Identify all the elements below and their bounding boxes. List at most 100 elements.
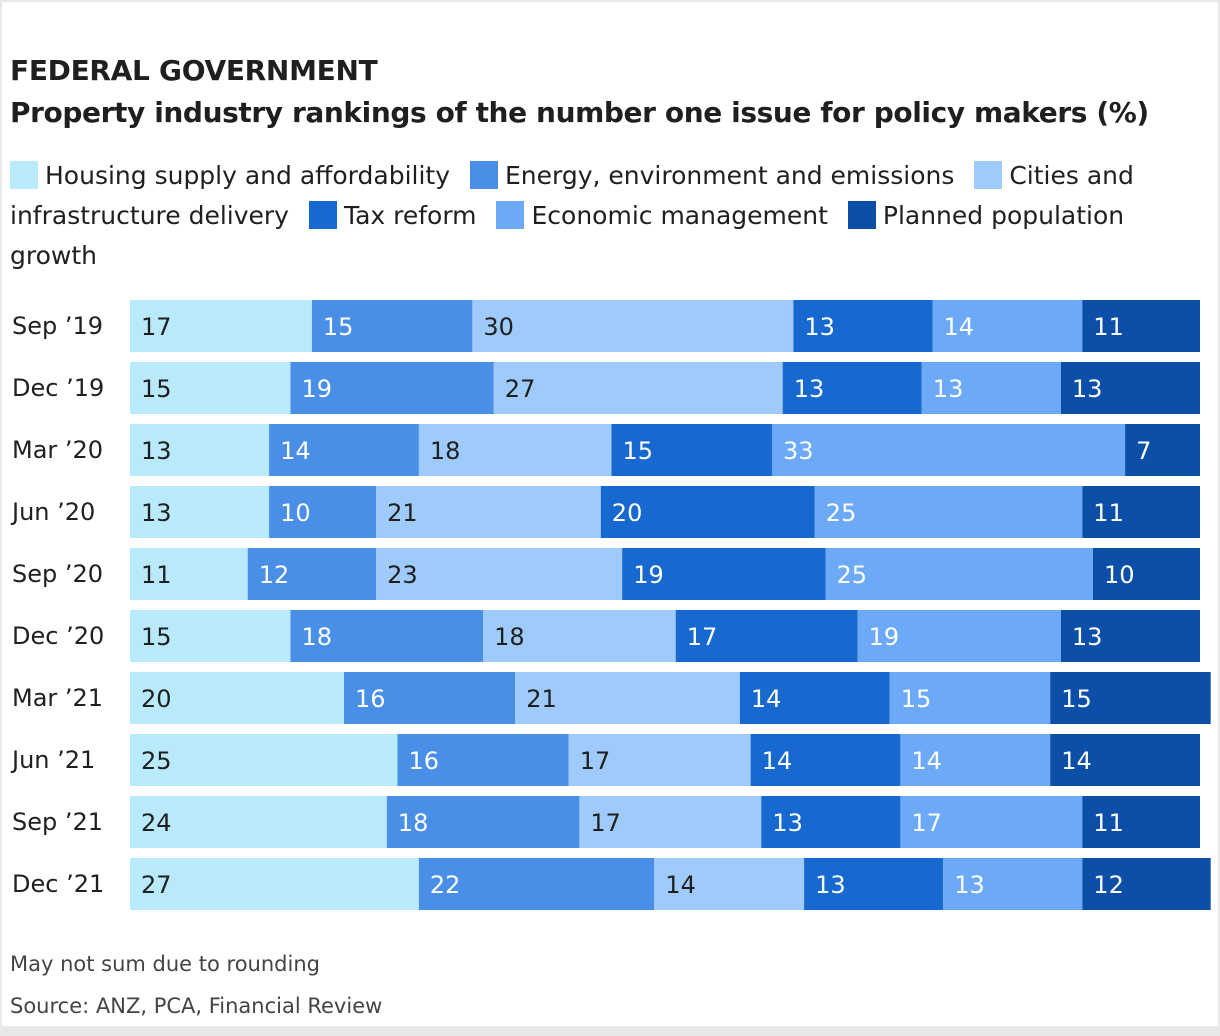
bar-segment: [493, 362, 783, 414]
bar-value-label: 16: [355, 685, 386, 713]
bar-value-label: 24: [141, 809, 172, 837]
row-label: Dec ’19: [12, 374, 104, 402]
legend-label-energy: Energy, environment and emissions: [504, 161, 955, 190]
bar-segment: [1125, 424, 1200, 476]
bar-value-label: 25: [837, 561, 868, 589]
bar-value-label: 14: [1061, 747, 1092, 775]
bar-segment: [397, 734, 569, 786]
bar-segment: [418, 424, 612, 476]
bar-value-label: 15: [901, 685, 932, 713]
row-label: Jun ’20: [10, 498, 95, 526]
bar-value-label: 27: [505, 375, 536, 403]
bar-segment: [1060, 362, 1200, 414]
bar-segment: [290, 610, 484, 662]
bar-value-label: 17: [687, 623, 718, 651]
bar-value-label: 16: [409, 747, 440, 775]
bar-value-label: 30: [483, 313, 514, 341]
bar-value-label: 13: [772, 809, 803, 837]
chart-kicker: FEDERAL GOVERNMENT: [10, 54, 378, 87]
bar-segment: [472, 300, 794, 352]
legend-item-economic: Economic management: [496, 201, 828, 230]
bar-value-label: 21: [526, 685, 557, 713]
bar-segment: [130, 486, 270, 538]
legend-swatch-energy: [469, 161, 498, 189]
bar-segment: [376, 548, 623, 600]
bar-value-label: 17: [590, 809, 621, 837]
bar-segment: [269, 424, 419, 476]
bar-value-label: 33: [783, 437, 814, 465]
bar-segment: [130, 300, 312, 352]
row-label: Sep ’20: [12, 560, 103, 588]
bar-value-label: 10: [280, 499, 311, 527]
bar-segment: [130, 858, 419, 910]
bar-value-label: 13: [804, 313, 835, 341]
bar-value-label: 13: [141, 499, 172, 527]
legend-label-cities: Cities and infrastructure delivery: [10, 161, 1134, 230]
legend-swatch-cities: [974, 161, 1003, 189]
bar-value-label: 20: [141, 685, 172, 713]
bar-segment: [386, 796, 580, 848]
bar-segment: [1082, 858, 1211, 910]
bar-segment: [772, 424, 1126, 476]
bar-value-label: 14: [751, 685, 782, 713]
row-label: Dec ’21: [12, 870, 104, 898]
row-label: Dec ’20: [12, 622, 104, 650]
bar-segment: [376, 486, 601, 538]
bar-segment: [782, 362, 922, 414]
bar-segment: [344, 672, 516, 724]
bar-value-label: 15: [141, 375, 172, 403]
bar-value-label: 10: [1104, 561, 1135, 589]
bar-value-label: 13: [1072, 623, 1103, 651]
bar-value-label: 15: [323, 313, 354, 341]
bar-value-label: 13: [954, 871, 985, 899]
legend-item-housing: Housing supply and affordability: [10, 161, 450, 190]
legend-item-population: Planned population growth: [10, 201, 1124, 270]
bar-segment: [290, 362, 494, 414]
row-label: Jun ’21: [10, 746, 95, 774]
bar-value-label: 12: [259, 561, 290, 589]
bar-value-label: 14: [665, 871, 696, 899]
bar-value-label: 27: [141, 871, 172, 899]
bar-segment: [130, 734, 398, 786]
legend-swatch-economic: [496, 201, 525, 229]
legend-item-tax: Tax reform: [308, 201, 477, 230]
bar-segment: [739, 672, 890, 724]
bar-value-label: 25: [141, 747, 172, 775]
bar-value-label: 18: [430, 437, 461, 465]
chart-title: Property industry rankings of the number…: [10, 96, 1149, 129]
bar-value-label: 13: [794, 375, 825, 403]
bar-segment: [622, 548, 826, 600]
legend-label-tax: Tax reform: [343, 201, 477, 230]
bar-segment: [311, 300, 473, 352]
bar-segment: [247, 548, 377, 600]
bar-segment: [900, 734, 1051, 786]
bar-value-label: 13: [141, 437, 172, 465]
bar-value-label: 13: [815, 871, 846, 899]
rounding-footnote: May not sum due to rounding: [10, 952, 320, 976]
bar-value-label: 15: [1061, 685, 1092, 713]
legend-label-economic: Economic management: [531, 201, 828, 230]
bar-value-label: 11: [1093, 313, 1124, 341]
bar-segment: [889, 672, 1051, 724]
bar-value-label: 11: [141, 561, 172, 589]
bar-value-label: 19: [869, 623, 900, 651]
bar-value-label: 11: [1093, 499, 1124, 527]
bar-segment: [675, 610, 858, 662]
bar-segment: [1050, 672, 1211, 724]
bar-segment: [418, 858, 655, 910]
bar-value-label: 23: [387, 561, 418, 589]
bar-segment: [130, 610, 291, 662]
bar-segment: [1050, 734, 1200, 786]
row-label: Mar ’21: [12, 684, 103, 712]
bar-value-label: 25: [826, 499, 857, 527]
bar-value-label: 18: [398, 809, 429, 837]
bar-segment: [1082, 300, 1200, 352]
legend-label-housing: Housing supply and affordability: [45, 161, 451, 190]
bar-value-label: 19: [633, 561, 664, 589]
bar-segment: [130, 548, 248, 600]
bar-segment: [1060, 610, 1200, 662]
bar-value-label: 14: [280, 437, 311, 465]
bar-value-label: 11: [1093, 809, 1124, 837]
bar-segment: [793, 300, 933, 352]
